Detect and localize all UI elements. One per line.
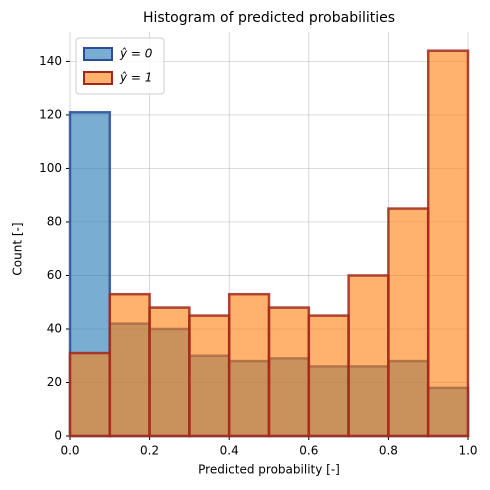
bar — [227, 292, 271, 438]
bar — [108, 292, 151, 438]
y-tick-label: 80 — [47, 214, 62, 228]
bar — [307, 314, 350, 438]
legend-label: ŷ = 1 — [119, 71, 152, 85]
y-tick-label: 60 — [47, 268, 62, 282]
legend-swatch — [83, 47, 113, 61]
legend-label: ŷ = 0 — [119, 47, 153, 61]
x-tick-label: 1.0 — [458, 444, 477, 458]
x-tick-label: 0.2 — [140, 444, 159, 458]
y-tick-label: 40 — [47, 321, 62, 335]
bar — [68, 351, 112, 438]
x-tick-label: 0.0 — [60, 444, 79, 458]
bar — [426, 49, 470, 438]
y-axis-label: Count [-] — [11, 222, 25, 275]
chart-title: Histogram of predicted probabilities — [143, 10, 395, 26]
bar — [267, 306, 311, 438]
bar — [387, 207, 430, 438]
x-tick-label: 0.4 — [220, 444, 239, 458]
bar — [188, 314, 231, 438]
legend-swatch — [83, 71, 113, 85]
bar — [148, 306, 191, 438]
y-tick-label: 120 — [39, 107, 62, 121]
y-tick-label: 140 — [39, 54, 62, 68]
y-tick-label: 20 — [47, 375, 62, 389]
bar — [347, 274, 390, 438]
x-tick-label: 0.6 — [299, 444, 318, 458]
y-tick-label: 0 — [54, 429, 62, 443]
x-tick-label: 0.8 — [379, 444, 398, 458]
x-axis-label: Predicted probability [-] — [198, 463, 340, 477]
y-tick-label: 100 — [39, 161, 62, 175]
